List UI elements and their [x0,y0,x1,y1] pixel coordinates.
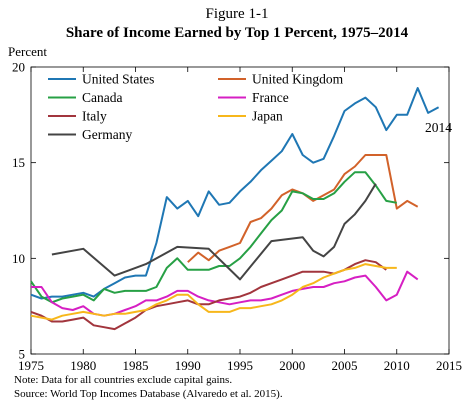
legend-label: United Kingdom [252,72,344,87]
legend-label: Italy [82,109,107,124]
x-tick-label: 2005 [332,358,358,373]
annotations: 2014 [425,120,452,135]
series-line-canada [30,171,397,304]
y-tick-label: 10 [12,251,25,266]
legend: United States United Kingdom Canada France I… [48,72,344,142]
y-tick-label: 5 [19,347,26,362]
x-tick-label: 1975 [18,358,44,373]
x-tick-label: 2010 [384,358,410,373]
series-line-united-states [30,87,440,300]
x-tick-label: 1990 [175,358,201,373]
legend-label: Canada [82,90,122,105]
series-line-japan [30,263,397,321]
x-tick-label: 1985 [123,358,149,373]
series-line-united-kingdom [187,154,419,263]
y-axis-label: Percent [8,44,47,59]
note-line: Note: Data for all countries exclude cap… [14,374,233,386]
x-tick-label: 1995 [227,358,253,373]
annotation-label: 2014 [425,120,452,135]
series-line-germany [51,183,377,281]
x-tick-label: 1980 [70,358,96,373]
legend-label: United States [82,72,154,87]
figure-label: Figure 1-1 [205,6,269,22]
chart-note: Note: Data for all countries exclude cap… [14,373,283,401]
x-tick-label: 2015 [436,358,462,373]
source-line: Source: World Top Incomes Database (Alva… [14,388,283,400]
series-line-italy [30,259,387,331]
axes: 5 10 15 20 1975 1980 1985 1990 1995 2000 2005 2010 2… [12,60,462,374]
legend-label: France [252,90,289,105]
series-line-france [31,270,419,317]
series-lines [30,87,440,331]
legend-label: Japan [252,109,283,124]
y-tick-label: 15 [12,155,25,170]
legend-label: Germany [82,127,132,142]
x-tick-label: 2000 [279,358,305,373]
chart-title: Share of Income Earned by Top 1 Percent,… [65,25,409,41]
y-tick-label: 20 [12,60,25,75]
